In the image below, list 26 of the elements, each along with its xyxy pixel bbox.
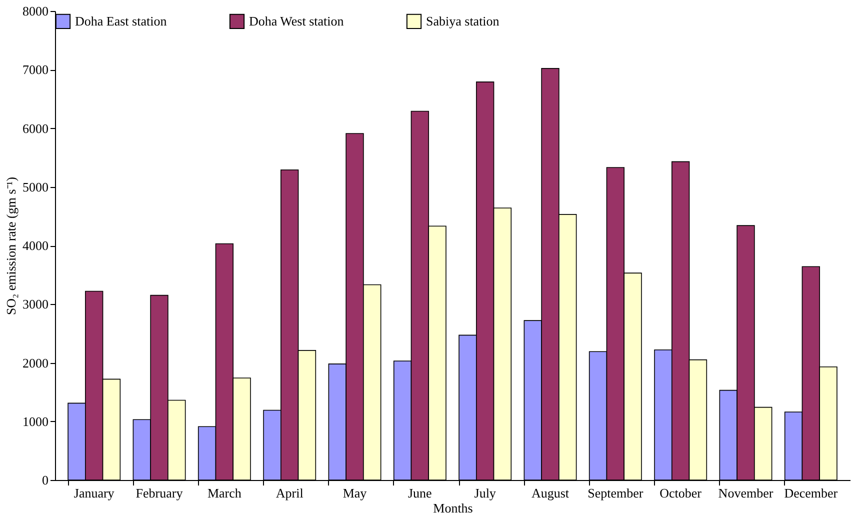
y-axis-title: SO₂ emission rate (gm s⁻¹): [4, 176, 18, 316]
x-tick-label: February: [136, 486, 184, 500]
x-tick-label: November: [718, 486, 774, 500]
y-tick-label: 6000: [22, 120, 48, 136]
x-tick-label: April: [276, 486, 304, 500]
y-tick-label: 7000: [22, 62, 48, 78]
x-tick-label: September: [588, 486, 644, 500]
x-tick-label: May: [342, 486, 368, 500]
legend-label: Doha West station: [249, 13, 344, 28]
y-tick-label: 4000: [22, 238, 48, 253]
y-tick-label: 5000: [22, 179, 48, 194]
legend-label: Sabiya station: [426, 13, 500, 28]
legend-label: Doha East station: [75, 13, 168, 28]
y-tick-label: 3000: [22, 296, 48, 312]
x-tick-label: March: [207, 486, 242, 500]
y-tick-label: 8000: [22, 4, 48, 18]
x-tick-label: June: [408, 486, 432, 500]
x-axis-title: Months: [433, 500, 473, 516]
x-tick-label: December: [784, 486, 838, 500]
y-tick-label: 2000: [22, 355, 48, 370]
x-tick-label: July: [474, 486, 496, 500]
x-tick-label: October: [660, 486, 702, 500]
y-tick-label: 1000: [22, 414, 48, 429]
y-tick-label: 0: [42, 472, 48, 488]
x-tick-label: August: [531, 486, 570, 500]
x-tick-label: January: [74, 486, 115, 500]
